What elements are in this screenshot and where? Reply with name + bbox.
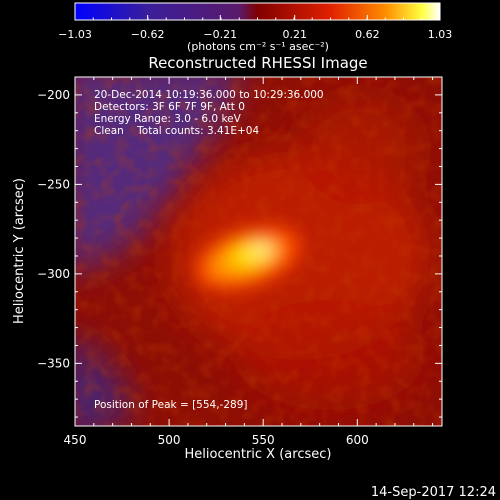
annotation-energy-range: Energy Range: 3.0 - 6.0 keV: [94, 113, 242, 125]
y-tick-label: −200: [37, 88, 70, 102]
colorbar-tick-label: −1.03: [58, 28, 92, 41]
colorbar-label: (photons cm⁻² s⁻¹ asec⁻²): [187, 40, 329, 53]
chart-title: Reconstructed RHESSI Image: [148, 54, 367, 72]
annotation-time-range: 20-Dec-2014 10:19:36.000 to 10:29:36.000: [94, 89, 324, 101]
y-axis: −200 −250 −300 −350: [37, 76, 442, 418]
y-tick-label: −350: [37, 356, 70, 370]
y-axis-label: Heliocentric Y (arcsec): [12, 178, 27, 324]
colorbar-tick-label: 1.03: [428, 28, 453, 41]
y-tick-label: −250: [37, 177, 70, 191]
colorbar-tick-label: −0.21: [203, 28, 237, 41]
annotation-detectors: Detectors: 3F 6F 7F 9F, Att 0: [94, 101, 245, 113]
colorbar: −1.03 −0.62 −0.21 0.21 0.62 1.03 (photons cm⁻…: [58, 2, 452, 53]
x-axis: 450 500 550 600: [64, 77, 434, 447]
plot-area: [75, 77, 442, 426]
colorbar-gradient: [75, 3, 440, 20]
peak-position-label: Position of Peak = [554,-289]: [94, 399, 248, 411]
y-tick-label: −300: [37, 267, 70, 281]
colorbar-tick-label: 0.21: [282, 28, 307, 41]
x-tick-label: 600: [346, 433, 369, 447]
x-tick-label: 550: [252, 433, 275, 447]
annotation-clean-counts: Clean Total counts: 3.41E+04: [94, 125, 259, 137]
colorbar-tick-label: 0.62: [355, 28, 380, 41]
x-tick-label: 500: [158, 433, 181, 447]
x-tick-label: 450: [64, 433, 87, 447]
x-axis-label: Heliocentric X (arcsec): [185, 447, 332, 462]
annotations: 20-Dec-2014 10:19:36.000 to 10:29:36.000…: [94, 89, 324, 411]
colorbar-ticks: −1.03 −0.62 −0.21 0.21 0.62 1.03: [58, 15, 452, 41]
plot-frame: [74, 76, 443, 427]
footer-timestamp: 14-Sep-2017 12:24: [371, 485, 496, 500]
colorbar-tick-label: −0.62: [131, 28, 165, 41]
